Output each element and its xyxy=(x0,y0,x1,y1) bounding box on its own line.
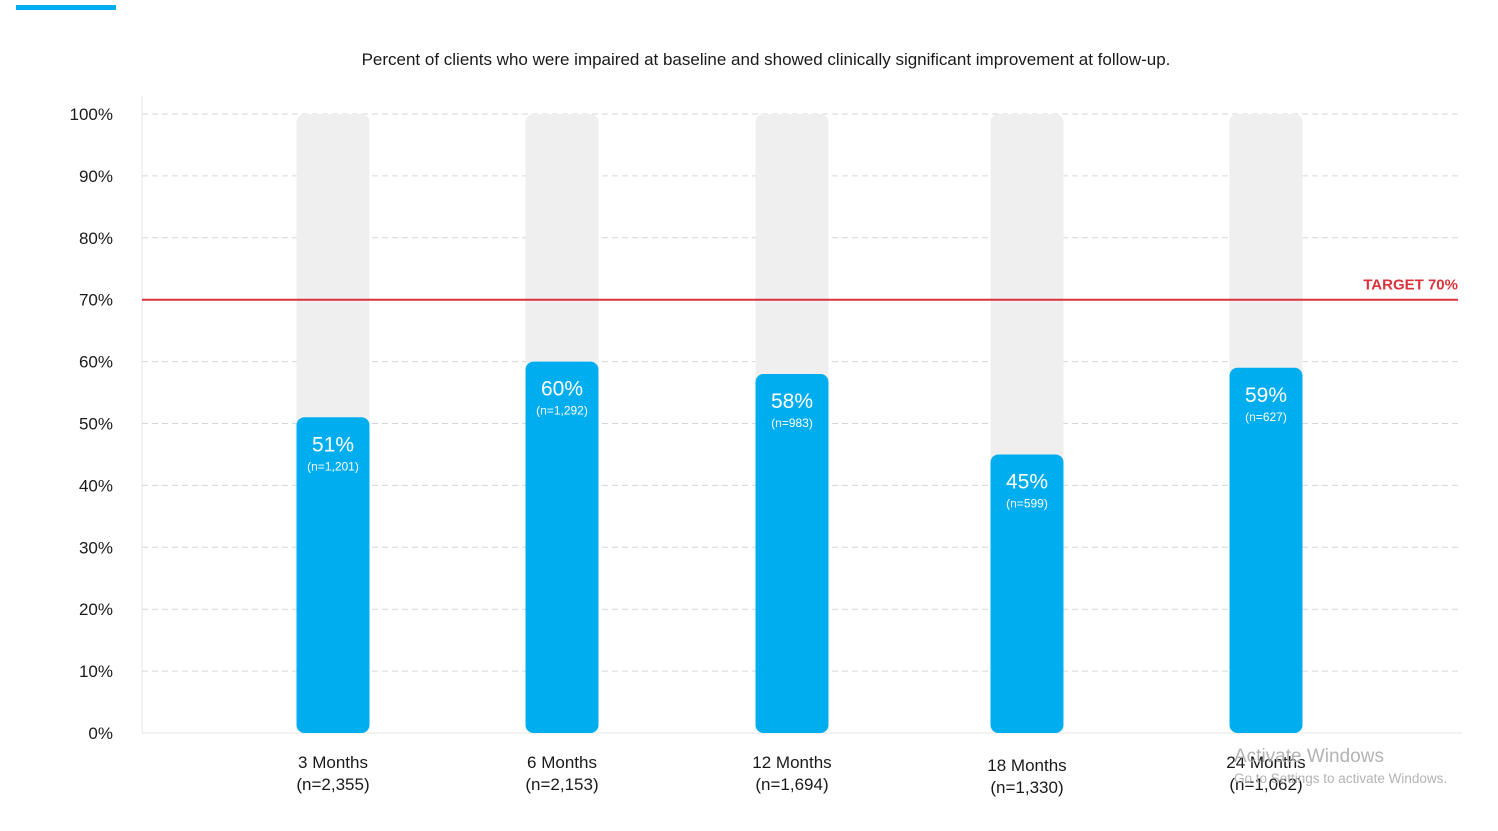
x-category-count: (n=1,694) xyxy=(755,775,828,794)
bar-count-label: (n=1,292) xyxy=(536,404,588,418)
bar xyxy=(296,417,370,733)
bar xyxy=(525,361,599,733)
active-tab-indicator xyxy=(16,5,116,10)
x-category-count: (n=1,330) xyxy=(990,778,1063,797)
bar-value-label: 45% xyxy=(1006,470,1048,493)
bar-count-label: (n=627) xyxy=(1245,410,1287,424)
x-category-label: 6 Months xyxy=(527,753,597,772)
y-tick-label: 10% xyxy=(79,662,113,681)
bar xyxy=(1229,367,1303,733)
x-category-label: 24 Months xyxy=(1226,753,1305,772)
x-category-label: 12 Months xyxy=(752,753,831,772)
x-category-count: (n=2,153) xyxy=(525,775,598,794)
y-tick-label: 80% xyxy=(79,229,113,248)
bar-value-label: 51% xyxy=(312,433,354,456)
y-tick-label: 40% xyxy=(79,476,113,495)
y-tick-label: 0% xyxy=(88,724,113,743)
windows-watermark-title: Activate Windows xyxy=(1234,746,1384,767)
target-label: TARGET 70% xyxy=(1363,277,1458,294)
y-tick-label: 60% xyxy=(79,353,113,372)
y-tick-label: 50% xyxy=(79,415,113,434)
y-tick-label: 100% xyxy=(70,105,113,124)
bar xyxy=(990,454,1064,733)
x-category-label: 18 Months xyxy=(987,756,1066,775)
windows-watermark-subtitle: Go to Settings to activate Windows. xyxy=(1234,771,1448,786)
bar-count-label: (n=599) xyxy=(1006,496,1048,510)
bar-value-label: 59% xyxy=(1245,384,1287,407)
bar-value-label: 60% xyxy=(541,378,583,401)
x-category-count: (n=2,355) xyxy=(296,775,369,794)
chart-title: Percent of clients who were impaired at … xyxy=(361,50,1171,69)
bar-count-label: (n=983) xyxy=(771,416,813,430)
x-category-count: (n=1,062) xyxy=(1229,775,1302,794)
bar xyxy=(755,373,829,733)
bar-value-label: 58% xyxy=(771,390,813,413)
x-category-label: 3 Months xyxy=(298,753,368,772)
y-tick-label: 20% xyxy=(79,600,113,619)
bar-count-label: (n=1,201) xyxy=(307,459,359,473)
y-tick-label: 30% xyxy=(79,538,113,557)
y-tick-label: 90% xyxy=(79,167,113,186)
y-tick-label: 70% xyxy=(79,291,113,310)
